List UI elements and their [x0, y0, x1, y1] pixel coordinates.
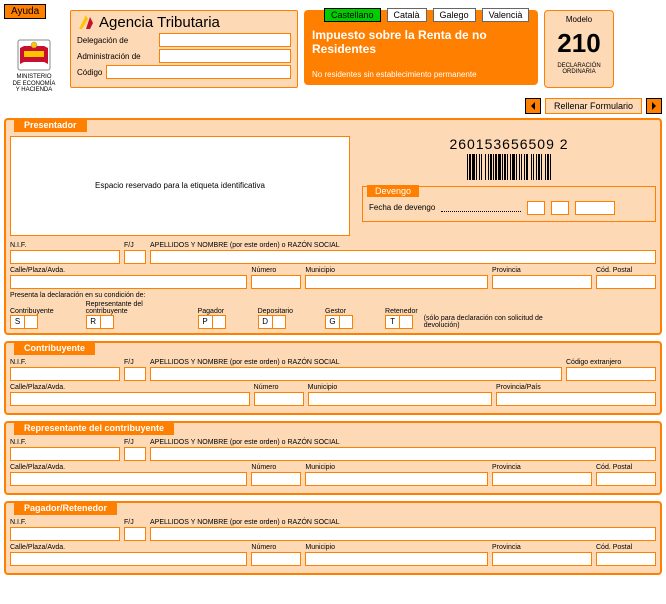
chevron-left-icon	[529, 102, 537, 110]
devengo-box: Devengo Fecha de devengo	[362, 186, 656, 222]
devengo-label: Fecha de devengo	[369, 203, 435, 212]
pag-nif[interactable]	[10, 527, 120, 541]
codigo-label: Código	[77, 68, 102, 77]
check-retenedor[interactable]	[399, 315, 413, 329]
crest-line3: Y HACIENDA	[4, 87, 64, 94]
pag-municipio[interactable]	[305, 552, 488, 566]
agency-box: Agencia Tributaria Delegación de Adminis…	[70, 10, 298, 88]
presentador-municipio[interactable]	[305, 275, 488, 289]
pag-calle[interactable]	[10, 552, 247, 566]
header-row: MINISTERIO DE ECONOMÍA Y HACIENDA Agenci…	[4, 10, 662, 94]
section-contribuyente: Contribuyente N.I.F. F/J APELLIDOS Y NOM…	[4, 341, 662, 415]
tab-pagador: Pagador/Retenedor	[14, 501, 117, 515]
check-depositario[interactable]	[272, 315, 286, 329]
contrib-municipio[interactable]	[308, 392, 492, 406]
lang-castellano[interactable]: Castellano	[324, 8, 381, 22]
presentador-cp[interactable]	[596, 275, 656, 289]
presentador-provincia[interactable]	[492, 275, 592, 289]
contrib-numero[interactable]	[254, 392, 304, 406]
section-representante: Representante del contribuyente N.I.F. F…	[4, 421, 662, 495]
crest-line2: DE ECONOMÍA	[4, 81, 64, 88]
check-contribuyente[interactable]	[24, 315, 38, 329]
tax-title-box: Castellano Català Galego Valencià Impues…	[304, 10, 538, 85]
pag-nombre[interactable]	[150, 527, 656, 541]
check-pagador[interactable]	[212, 315, 226, 329]
presentador-calle[interactable]	[10, 275, 247, 289]
check-representante[interactable]	[100, 315, 114, 329]
lang-valencia[interactable]: Valencià	[482, 8, 530, 22]
help-button[interactable]: Ayuda	[4, 4, 46, 19]
devengo-dots	[441, 204, 521, 212]
presentador-nif[interactable]	[10, 250, 120, 264]
rep-provincia[interactable]	[492, 472, 592, 486]
tab-devengo: Devengo	[367, 185, 419, 197]
condicion-intro: Presenta la declaración en su condición …	[10, 292, 656, 299]
lang-galego[interactable]: Galego	[433, 8, 476, 22]
devengo-year[interactable]	[575, 201, 615, 215]
tax-title: Impuesto sobre la Renta de no Residentes	[312, 28, 530, 56]
chevron-right-icon	[650, 102, 658, 110]
pag-numero[interactable]	[251, 552, 301, 566]
administracion-label: Administración de	[77, 52, 155, 61]
model-number: 210	[549, 28, 609, 59]
model-box: Modelo 210 DECLARACIÓN ORDINARIA	[544, 10, 614, 88]
etiqueta-box: Espacio reservado para la etiqueta ident…	[10, 136, 350, 236]
administracion-input[interactable]	[159, 49, 291, 63]
barcode-number: 260153656509 2	[362, 136, 656, 152]
delegacion-input[interactable]	[159, 33, 291, 47]
arrow-right-button[interactable]	[646, 98, 662, 114]
tab-representante: Representante del contribuyente	[14, 421, 174, 435]
rep-numero[interactable]	[251, 472, 301, 486]
contrib-calle[interactable]	[10, 392, 250, 406]
rep-nombre[interactable]	[150, 447, 656, 461]
fill-form-label: Rellenar Formulario	[545, 98, 642, 114]
contrib-nombre[interactable]	[150, 367, 562, 381]
codigo-input[interactable]	[106, 65, 291, 79]
delegacion-label: Delegación de	[77, 36, 155, 45]
rep-calle[interactable]	[10, 472, 247, 486]
barcode	[362, 154, 656, 180]
check-gestor[interactable]	[339, 315, 353, 329]
contrib-provpais[interactable]	[496, 392, 656, 406]
section-pagador: Pagador/Retenedor N.I.F. F/J APELLIDOS Y…	[4, 501, 662, 575]
tax-subtitle: No residentes sin establecimiento perman…	[312, 70, 530, 79]
rep-fj[interactable]	[124, 447, 146, 461]
tab-contribuyente: Contribuyente	[14, 341, 95, 355]
contrib-nif[interactable]	[10, 367, 120, 381]
rep-municipio[interactable]	[305, 472, 488, 486]
agency-title: Agencia Tributaria	[77, 13, 291, 31]
devengo-month[interactable]	[551, 201, 569, 215]
tab-presentador: Presentador	[14, 118, 87, 132]
rep-nif[interactable]	[10, 447, 120, 461]
lang-catala[interactable]: Català	[387, 8, 427, 22]
crest-line1: MINISTERIO	[4, 74, 64, 81]
contrib-codext[interactable]	[566, 367, 656, 381]
model-label: Modelo	[549, 15, 609, 24]
arrow-left-button[interactable]	[525, 98, 541, 114]
pag-provincia[interactable]	[492, 552, 592, 566]
presentador-numero[interactable]	[251, 275, 301, 289]
devengo-day[interactable]	[527, 201, 545, 215]
agency-logo-icon	[77, 13, 95, 31]
rep-cp[interactable]	[596, 472, 656, 486]
model-sub: DECLARACIÓN ORDINARIA	[549, 63, 609, 75]
pag-cp[interactable]	[596, 552, 656, 566]
presentador-nombre[interactable]	[150, 250, 656, 264]
ministry-crest: MINISTERIO DE ECONOMÍA Y HACIENDA	[4, 10, 64, 94]
contrib-fj[interactable]	[124, 367, 146, 381]
presentador-fj[interactable]	[124, 250, 146, 264]
section-presentador: Presentador Espacio reservado para la et…	[4, 118, 662, 335]
pag-fj[interactable]	[124, 527, 146, 541]
